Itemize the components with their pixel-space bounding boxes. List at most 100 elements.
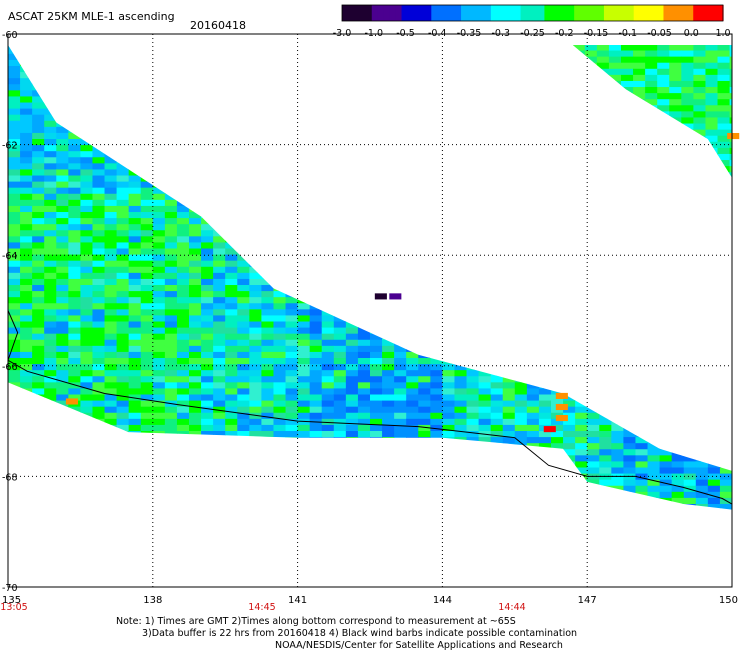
swath-cell: [68, 473, 81, 480]
swath-cell: [659, 333, 673, 340]
swath-cell: [140, 205, 154, 213]
swath-cell: [693, 116, 706, 124]
swath-cell: [285, 333, 299, 340]
swath-cell: [599, 120, 612, 127]
swath-cell: [80, 217, 93, 225]
swath-cell: [430, 424, 443, 432]
swath-cell: [285, 479, 299, 486]
swath-cell: [80, 454, 93, 462]
swath-cell: [213, 102, 226, 109]
swath-cell: [514, 144, 528, 152]
swath-cell: [345, 394, 359, 401]
swath-cell: [44, 71, 57, 79]
swath-cell: [406, 430, 419, 438]
swath-cell: [357, 290, 371, 298]
swath-cell: [442, 278, 455, 286]
swath-cell: [563, 95, 576, 103]
swath-cell: [68, 290, 81, 298]
swath-cell: [164, 162, 178, 170]
swath-cell: [152, 412, 166, 419]
swath-cell: [526, 430, 540, 438]
swath-cell: [490, 497, 504, 504]
swath-cell: [140, 460, 154, 468]
swath-cell: [333, 442, 347, 450]
swath-cell: [20, 193, 33, 200]
swath-cell: [213, 108, 226, 115]
swath-cell: [80, 485, 93, 492]
swath-cell: [647, 162, 661, 170]
swath-cell: [430, 430, 443, 438]
swath-cell: [406, 296, 419, 304]
swath-cell: [599, 400, 612, 407]
swath-cell: [478, 193, 492, 200]
swath-cell: [333, 47, 347, 54]
swath-cell: [623, 241, 636, 249]
swath-cell: [683, 138, 697, 146]
swath-cell: [164, 394, 178, 401]
swath-cell: [526, 503, 540, 510]
swath-cell: [683, 254, 697, 261]
swath-cell: [261, 296, 274, 304]
swath-cell: [719, 436, 732, 444]
swath-cell: [695, 156, 709, 164]
swath-cell: [273, 229, 287, 237]
swath-cell: [584, 141, 598, 148]
swath-cell: [285, 400, 299, 407]
swath-cell: [68, 53, 81, 60]
swath-cell: [321, 491, 335, 498]
swath-cell: [647, 473, 661, 480]
swath-cell: [176, 375, 190, 383]
swath-cell: [717, 74, 731, 81]
swath-cell: [584, 98, 598, 106]
swath-cell: [370, 357, 383, 365]
swath-cell: [273, 272, 287, 279]
swath-cell: [189, 138, 202, 146]
swath-cell: [297, 375, 311, 383]
swath-cell: [719, 205, 732, 213]
swath-cell: [394, 223, 407, 231]
swath-cell: [80, 442, 93, 450]
swath-cell: [490, 248, 504, 255]
swath-cell: [575, 479, 588, 486]
swath-cell: [551, 102, 564, 109]
swath-cell: [20, 339, 33, 346]
swath-cell: [128, 65, 142, 73]
swath-cell: [92, 302, 106, 310]
swath-cell: [213, 266, 226, 273]
swath-cell: [237, 284, 250, 292]
swath-cell: [563, 108, 576, 115]
swath-cell: [514, 260, 528, 267]
swath-cell: [572, 141, 586, 148]
swath-cell: [611, 175, 624, 182]
swath-cell: [587, 406, 600, 413]
swath-cell: [657, 50, 670, 57]
swath-cell: [297, 424, 311, 432]
swath-cell: [44, 168, 57, 176]
swath-cell: [623, 260, 636, 267]
swath-cell: [104, 156, 118, 164]
swath-cell: [611, 442, 624, 450]
swath-cell: [68, 71, 81, 79]
swath-cell: [56, 120, 69, 127]
swath-cell: [442, 308, 455, 316]
colorbar-swatch: [431, 5, 438, 21]
swath-cell: [20, 266, 33, 273]
swath-cell: [514, 363, 528, 371]
swath-cell: [213, 473, 226, 480]
swath-cell: [370, 199, 383, 206]
swath-cell: [297, 333, 311, 340]
swath-cell: [213, 503, 226, 510]
swath-cell: [44, 302, 57, 310]
swath-cell: [707, 241, 721, 249]
swath-cell: [237, 193, 250, 200]
swath-cell: [717, 171, 731, 178]
swath-cell: [382, 272, 395, 279]
swath-cell: [333, 284, 347, 292]
swath-cell: [466, 321, 480, 328]
swath-cell: [152, 272, 166, 279]
swath-cell: [285, 339, 299, 346]
swath-cell: [261, 503, 274, 510]
swath-cell: [249, 302, 262, 310]
swath-cell: [430, 95, 443, 103]
swath-cell: [8, 114, 21, 121]
